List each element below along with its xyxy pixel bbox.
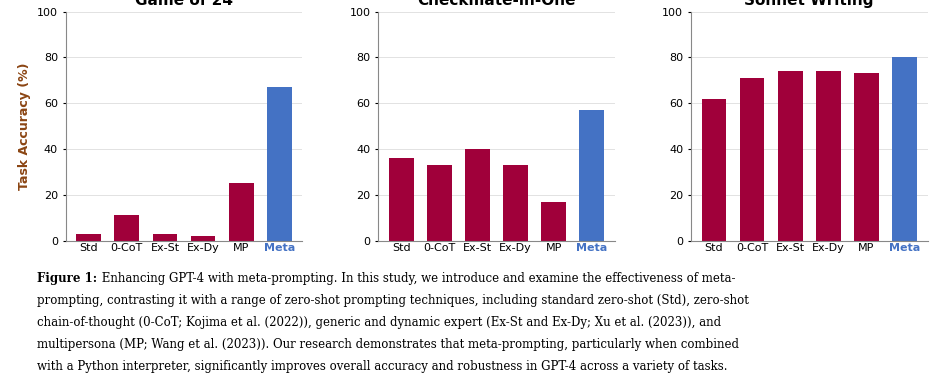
Bar <box>190 236 215 241</box>
Bar <box>267 87 291 241</box>
Text: with a Python interpreter, significantly improves overall accuracy and robustnes: with a Python interpreter, significantly… <box>37 360 727 373</box>
Bar <box>739 78 764 241</box>
Bar <box>701 99 725 241</box>
Y-axis label: Task Accuracy (%): Task Accuracy (%) <box>19 62 32 190</box>
Title: Sonnet Writing: Sonnet Writing <box>744 0 873 8</box>
Text: Enhancing GPT-4 with meta-prompting. In this study, we introduce and examine the: Enhancing GPT-4 with meta-prompting. In … <box>97 272 735 285</box>
Bar <box>427 165 451 241</box>
Bar <box>578 110 604 241</box>
Text: Figure 1:: Figure 1: <box>37 272 97 285</box>
Bar <box>76 234 101 241</box>
Bar <box>153 234 177 241</box>
Title: Checkmate-in-One: Checkmate-in-One <box>417 0 576 8</box>
Bar <box>114 215 139 241</box>
Bar <box>853 73 878 241</box>
Text: prompting, contrasting it with a range of zero-shot prompting techniques, includ: prompting, contrasting it with a range o… <box>37 294 749 307</box>
Text: chain-of-thought (0-CoT; Kojima et al. (2022)), generic and dynamic expert (Ex-S: chain-of-thought (0-CoT; Kojima et al. (… <box>37 316 721 329</box>
Bar <box>891 57 916 241</box>
Bar <box>815 71 840 241</box>
Bar <box>464 149 490 241</box>
Text: multipersona (MP; Wang et al. (2023)). Our research demonstrates that meta-promp: multipersona (MP; Wang et al. (2023)). O… <box>37 338 739 351</box>
Bar <box>228 183 254 241</box>
Bar <box>777 71 802 241</box>
Title: Game of 24: Game of 24 <box>135 0 233 8</box>
Bar <box>388 158 414 241</box>
Bar <box>541 202 565 241</box>
Bar <box>503 165 528 241</box>
